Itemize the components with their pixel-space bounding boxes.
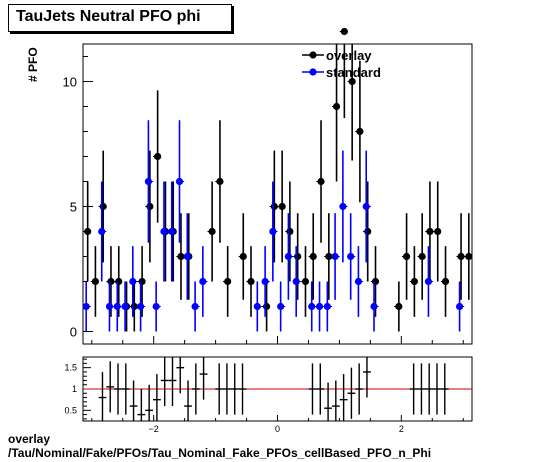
data-point bbox=[418, 252, 426, 261]
chart-title-box: TauJets Neutral PFO phi bbox=[8, 4, 232, 32]
data-point bbox=[224, 277, 232, 286]
data-point bbox=[371, 277, 380, 286]
data-point bbox=[331, 252, 339, 261]
data-point bbox=[146, 202, 154, 211]
data-point bbox=[130, 302, 138, 311]
data-point bbox=[286, 227, 294, 236]
data-point bbox=[115, 277, 123, 286]
x-tick-label: −2 bbox=[149, 424, 159, 434]
data-point bbox=[347, 252, 355, 261]
ratio-y-tick-label: 1.5 bbox=[64, 363, 77, 373]
data-point bbox=[216, 177, 224, 186]
data-point bbox=[457, 252, 465, 261]
footer-line-2: /Tau/Nominal/Fake/PFOs/Tau_Nominal_Fake_… bbox=[8, 446, 432, 460]
data-point bbox=[183, 252, 191, 261]
data-point bbox=[301, 277, 310, 286]
data-point bbox=[263, 302, 271, 311]
data-point bbox=[356, 127, 364, 136]
data-point bbox=[152, 302, 160, 311]
data-point bbox=[332, 102, 341, 111]
data-point bbox=[160, 227, 168, 236]
data-point bbox=[317, 177, 325, 186]
data-point bbox=[113, 302, 121, 311]
data-point bbox=[154, 152, 162, 161]
data-point bbox=[426, 227, 434, 236]
data-point bbox=[284, 252, 292, 261]
main-plot-marks bbox=[82, 27, 473, 332]
x-tick-label: 0 bbox=[275, 424, 280, 434]
data-point bbox=[91, 277, 100, 286]
data-point bbox=[191, 302, 199, 311]
y-tick-label: 0 bbox=[70, 325, 77, 340]
data-point bbox=[292, 277, 300, 286]
data-point bbox=[402, 252, 411, 261]
ratio-y-tick-label: 0.5 bbox=[64, 405, 77, 415]
data-point bbox=[239, 252, 247, 261]
data-point bbox=[208, 227, 216, 236]
x-tick-label: 2 bbox=[399, 424, 404, 434]
data-point bbox=[105, 302, 114, 311]
data-point bbox=[253, 302, 261, 311]
y-tick-label: 5 bbox=[70, 200, 77, 215]
data-point bbox=[137, 302, 145, 311]
data-point bbox=[424, 277, 433, 286]
y-tick-label: 10 bbox=[63, 75, 77, 90]
data-point bbox=[410, 277, 418, 286]
data-point bbox=[107, 277, 115, 286]
data-point bbox=[325, 252, 333, 261]
data-point bbox=[168, 227, 176, 236]
data-point bbox=[270, 202, 278, 211]
ratio-y-tick-label: 1 bbox=[72, 384, 77, 394]
data-point bbox=[175, 177, 184, 186]
data-point bbox=[362, 202, 370, 211]
data-point bbox=[277, 302, 285, 311]
legend: overlay standard bbox=[302, 48, 381, 80]
data-point bbox=[177, 252, 185, 261]
footer: overlay /Tau/Nominal/Fake/PFOs/Tau_Nomin… bbox=[8, 432, 431, 460]
data-point bbox=[121, 302, 129, 311]
data-point bbox=[247, 277, 255, 286]
data-point bbox=[348, 77, 356, 86]
data-point bbox=[98, 227, 106, 236]
data-point bbox=[340, 27, 348, 36]
data-point bbox=[84, 227, 92, 236]
data-point bbox=[82, 302, 90, 311]
data-point bbox=[261, 277, 269, 286]
data-point bbox=[269, 227, 277, 236]
data-point bbox=[294, 252, 302, 261]
data-point bbox=[434, 227, 442, 236]
data-point bbox=[364, 227, 372, 236]
data-point bbox=[99, 202, 107, 211]
data-point bbox=[323, 302, 331, 311]
data-point bbox=[129, 277, 137, 286]
legend-label: overlay bbox=[326, 48, 372, 63]
data-point bbox=[354, 277, 363, 286]
data-point bbox=[465, 252, 473, 261]
data-point bbox=[455, 302, 464, 311]
data-point bbox=[138, 277, 146, 286]
data-point bbox=[309, 252, 317, 261]
legend-label: standard bbox=[326, 65, 381, 80]
data-point bbox=[339, 202, 347, 211]
chart-title: TauJets Neutral PFO phi bbox=[16, 8, 201, 25]
data-point bbox=[144, 177, 153, 186]
data-point bbox=[315, 302, 324, 311]
legend-marker bbox=[309, 68, 317, 76]
data-point bbox=[370, 302, 378, 311]
legend-marker bbox=[309, 51, 317, 59]
footer-line-1: overlay bbox=[8, 432, 51, 446]
data-point bbox=[441, 277, 450, 286]
data-point bbox=[278, 202, 286, 211]
data-point bbox=[395, 302, 403, 311]
data-point bbox=[308, 302, 316, 311]
data-point bbox=[199, 277, 207, 286]
ratio-plot-marks bbox=[83, 357, 472, 421]
